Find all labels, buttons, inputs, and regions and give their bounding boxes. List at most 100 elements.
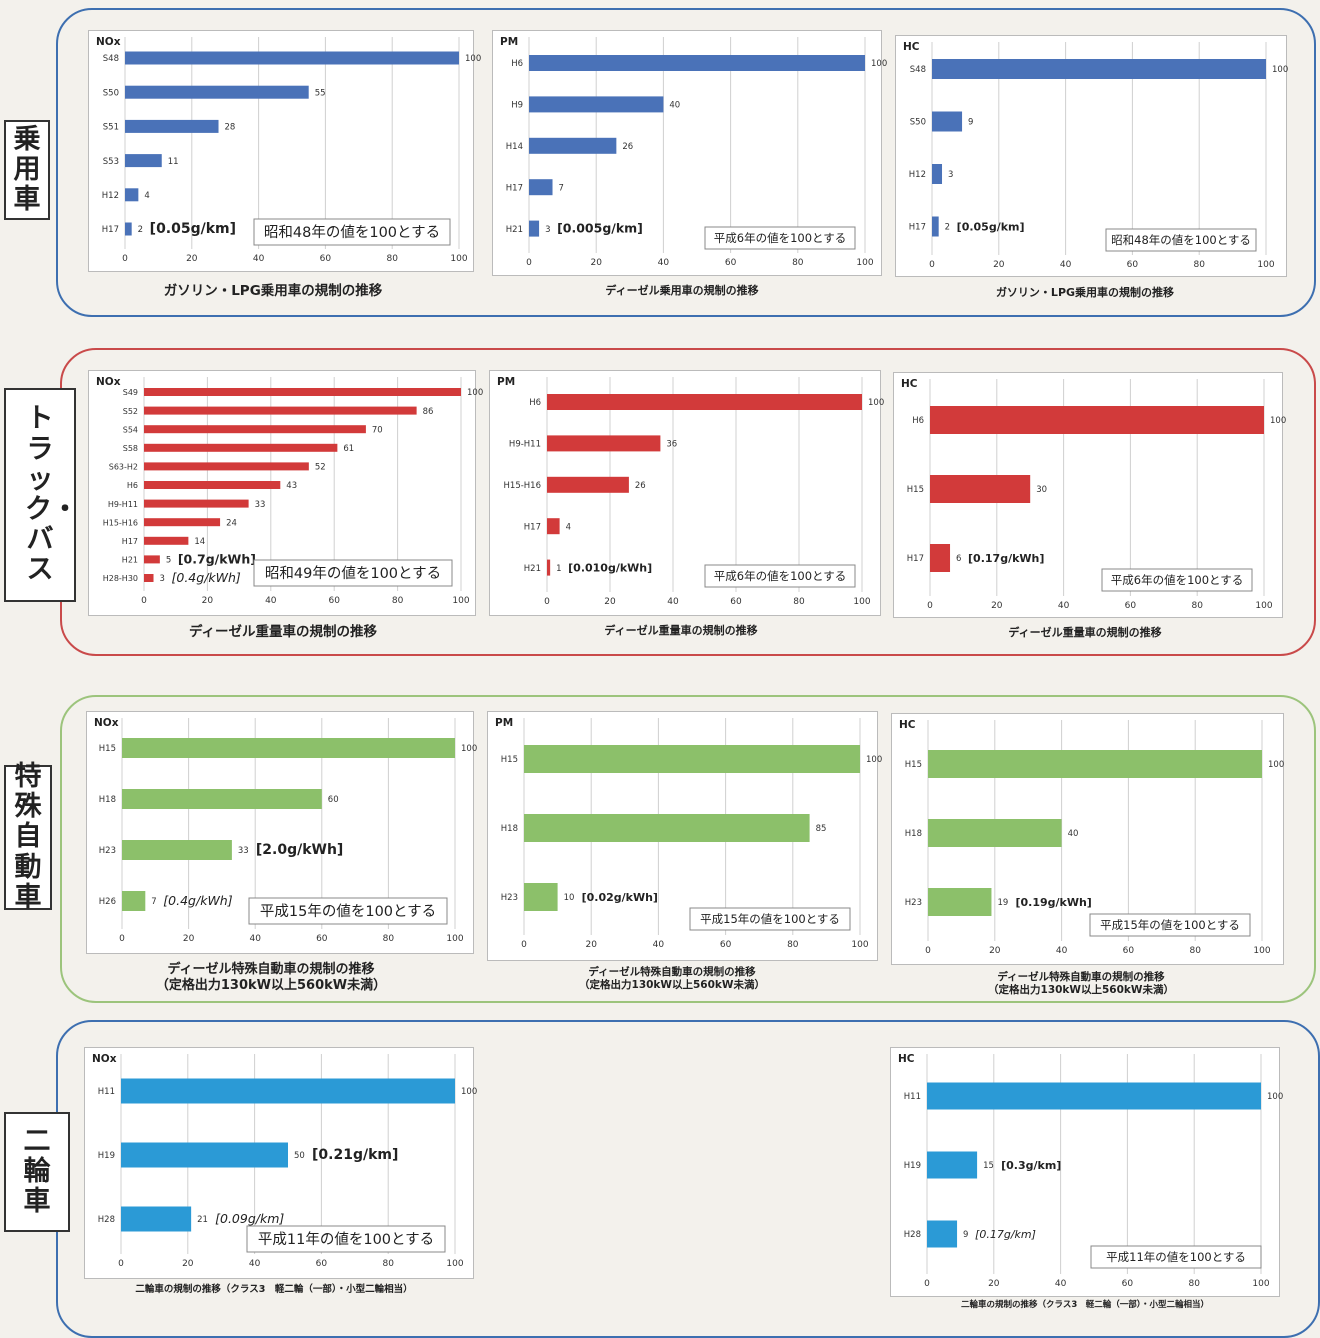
chart-svg: 0 20 40 60 80 100 HC H15 100 H18 40 H23 19 [0.19g/kWh…: [899, 719, 1284, 956]
x-tick-label: 40: [1056, 946, 1068, 956]
note-box: [253, 218, 451, 246]
category-label: H21: [524, 564, 541, 574]
pollutant-label: HC: [899, 719, 916, 731]
unit-annotation: [0.4g/kWh]: [163, 893, 232, 908]
note-box: [1089, 913, 1251, 937]
note-text: 平成6年の値を100とする: [1111, 573, 1243, 587]
note-box: [1090, 1245, 1262, 1269]
chart-motorcycle-nox: 0 20 40 60 80 100 NOx H11 100 H19 50 H28 21 [0.21g/km…: [84, 1047, 477, 1279]
x-tick-label: 20: [183, 934, 195, 944]
bar-value-label: 40: [669, 101, 680, 111]
pollutant-label: HC: [903, 41, 920, 53]
x-tick-label: 0: [118, 1259, 124, 1269]
x-tick-label: 60: [1125, 601, 1137, 611]
bar: [122, 891, 146, 911]
group-label-truck-bus: トラック・バス: [4, 388, 78, 602]
x-tick-label: 20: [590, 258, 602, 268]
bar-value-label: 9: [963, 1230, 968, 1240]
bar: [125, 154, 162, 168]
x-tick-label: 100: [1257, 260, 1274, 270]
bar: [122, 789, 322, 809]
pollutant-label: HC: [901, 378, 918, 390]
bar-value-label: 33: [255, 500, 266, 510]
bar: [529, 220, 540, 237]
x-tick-label: 60: [1122, 1279, 1134, 1289]
bar-value-label: 7: [559, 183, 564, 193]
bar: [529, 137, 617, 154]
category-label: H28-H30: [103, 574, 138, 583]
unit-annotation: [0.05g/km]: [957, 221, 1025, 234]
bar: [927, 1151, 978, 1179]
chart-passenger-hc: 0 20 40 60 80 100 HC S48 100 S50 9 H12 3 H17 2 [0.05g/k…: [895, 35, 1288, 277]
bar: [125, 51, 459, 65]
bar-value-label: 1: [556, 564, 561, 574]
bar-value-label: 100: [871, 59, 887, 69]
bar-value-label: 21: [197, 1215, 208, 1225]
chart-special-nox: 0 20 40 60 80 100 NOx H15 100 H18 60 H23 33 H26 7 [2.0g…: [86, 711, 477, 954]
pollutant-label: NOx: [92, 1053, 117, 1065]
category-label: H19: [904, 1161, 921, 1171]
category-label: H21: [506, 225, 523, 235]
unit-annotation: [0.010g/kWh]: [568, 562, 652, 575]
category-label: H15: [501, 755, 518, 765]
pollutant-label: NOx: [96, 36, 121, 48]
category-label: H17: [506, 183, 523, 193]
bar: [547, 518, 560, 535]
note-box: [1101, 568, 1253, 592]
bar: [144, 462, 309, 471]
bar: [122, 840, 232, 860]
chart-svg: 0 20 40 60 80 100 PM H6 100 H9 40 H14 26 H17 7 H21 3 [0.0…: [500, 36, 887, 268]
note-text: 平成11年の値を100とする: [258, 1231, 434, 1248]
x-tick-label: 60: [720, 940, 732, 950]
bar: [932, 164, 943, 184]
category-label: H17: [122, 537, 138, 546]
bar: [144, 555, 160, 564]
category-label: H21: [122, 556, 138, 565]
bar: [932, 111, 963, 132]
category-label: S49: [123, 388, 138, 397]
category-label: H15: [905, 760, 922, 770]
bar-value-label: 61: [343, 444, 354, 454]
category-label: S50: [103, 88, 119, 98]
bar: [928, 819, 1062, 847]
bar: [125, 119, 219, 133]
caption-special-hc: ディーゼル特殊自動車の規制の推移 （定格出力130kW以上560kW未満）: [988, 971, 1174, 997]
bar-value-label: 100: [461, 1087, 477, 1097]
x-tick-label: 0: [122, 254, 128, 264]
x-tick-label: 40: [249, 1259, 261, 1269]
category-label: H18: [501, 824, 518, 834]
bar-value-label: 14: [194, 537, 205, 547]
bar-value-label: 3: [948, 170, 953, 180]
bar: [547, 435, 661, 452]
chart-truck-pm: 0 20 40 60 80 100 PM H6 100 H9-H11 36 H15-H16 26 H17 4…: [489, 370, 884, 616]
bar-value-label: 70: [372, 425, 383, 435]
caption-motorcycle-nox: 二輪車の規制の推移（クラス3 軽二輪（一部）・小型二輪相当）: [135, 1284, 413, 1295]
bar-value-label: 100: [866, 755, 882, 765]
group-label-passenger: 乗用車: [4, 120, 50, 220]
bar: [529, 55, 865, 71]
x-tick-label: 0: [927, 601, 933, 611]
pollutant-label: NOx: [94, 717, 119, 729]
x-tick-label: 80: [382, 1259, 394, 1269]
group-label-motorcycle: 二輪車: [4, 1112, 70, 1232]
x-tick-label: 0: [141, 596, 147, 606]
bar-value-label: 85: [816, 824, 827, 834]
bar-value-label: 100: [1270, 416, 1286, 426]
note-text: 昭和48年の値を100とする: [264, 224, 440, 241]
bar: [928, 888, 992, 916]
bar-value-label: 100: [1268, 760, 1284, 770]
bar-value-label: 11: [168, 157, 179, 167]
unit-annotation: [0.21g/km]: [312, 1147, 398, 1163]
category-label: H12: [102, 191, 119, 201]
x-tick-label: 0: [924, 1279, 930, 1289]
category-label: H23: [905, 898, 922, 908]
chart-svg: 0 20 40 60 80 100 NOx H11 100 H19 50 H28 21 [0.21g/km…: [92, 1053, 477, 1269]
chart-motorcycle-hc: 0 20 40 60 80 100 HC H11 100 H19 15 H28 9 [0.3g/km] [0…: [890, 1047, 1283, 1297]
x-tick-label: 40: [1058, 601, 1070, 611]
category-label: H11: [98, 1087, 115, 1097]
bar: [144, 481, 281, 489]
x-tick-label: 80: [793, 597, 805, 607]
bar-value-label: 100: [467, 388, 483, 398]
x-tick-label: 20: [991, 601, 1003, 611]
bar-value-label: 15: [983, 1161, 994, 1171]
